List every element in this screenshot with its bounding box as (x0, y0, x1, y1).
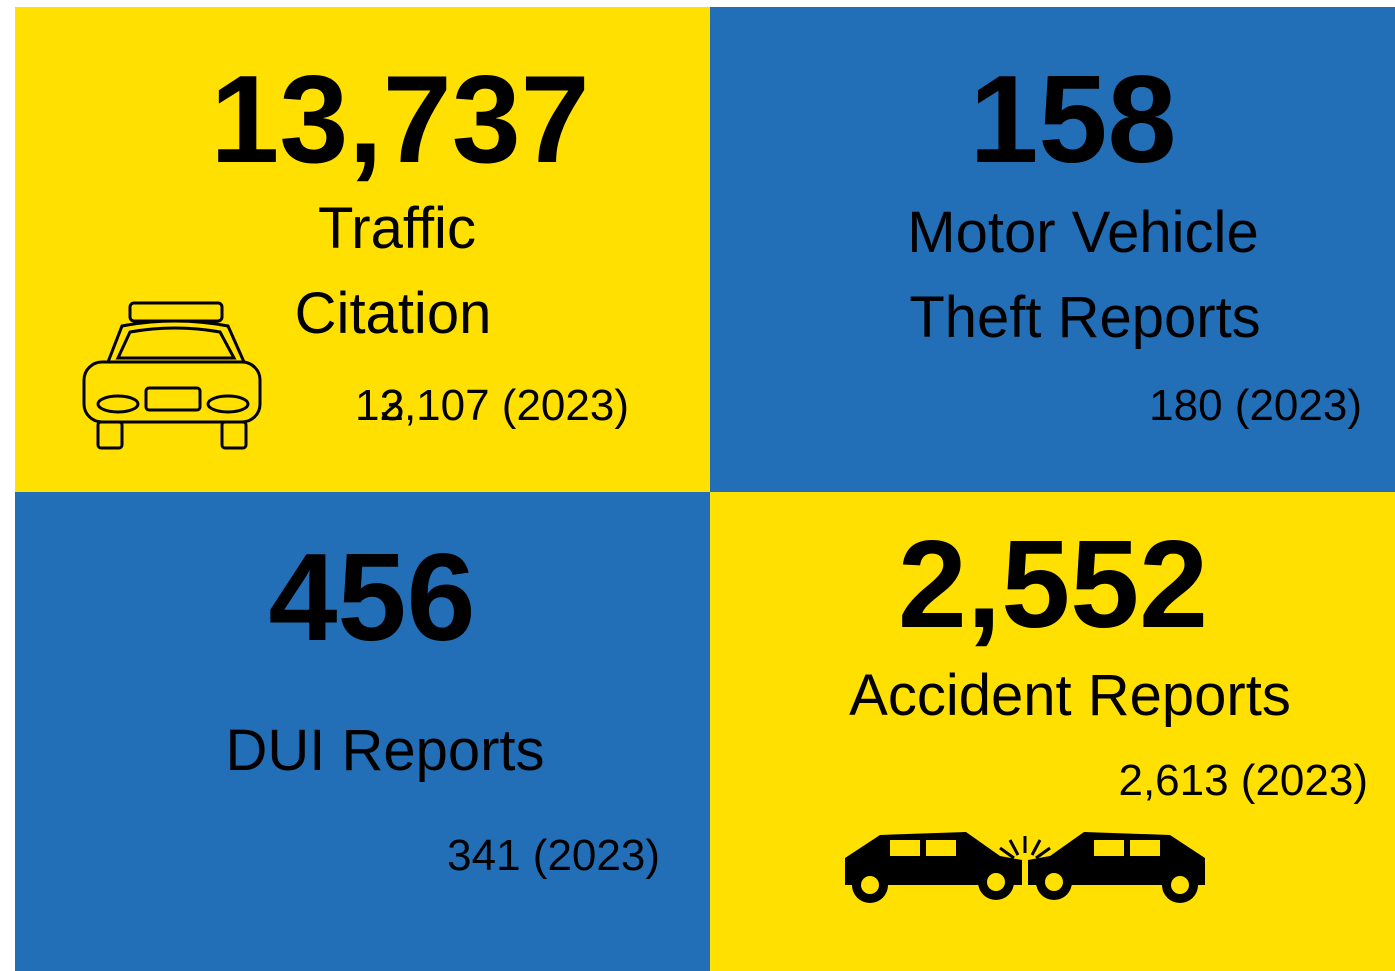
metric-value: 158 (970, 51, 1177, 189)
prior-value: 180 (2023) (1149, 381, 1362, 430)
police-car-icon (82, 301, 262, 450)
metric-value: 2,552 (898, 516, 1208, 654)
metric-label: Traffic (318, 196, 476, 261)
prior-value: 341 (2023) (447, 831, 660, 880)
metric-label: Theft Reports (909, 285, 1260, 350)
prior-overlay: 3 (380, 381, 404, 430)
tile-bg (15, 492, 710, 971)
prior-value: 12,107 (2023) (355, 381, 629, 430)
metric-label: Accident Reports (849, 663, 1291, 728)
prior-value: 2,613 (2023) (1118, 756, 1368, 805)
metric-label: Motor Vehicle (907, 200, 1258, 265)
metric-label: DUI Reports (225, 718, 544, 783)
crash-icon (845, 832, 1205, 903)
tile-bg (710, 7, 1395, 492)
metric-value: 13,737 (210, 51, 589, 189)
metric-label: Citation (295, 281, 492, 346)
metric-value: 456 (269, 529, 476, 667)
